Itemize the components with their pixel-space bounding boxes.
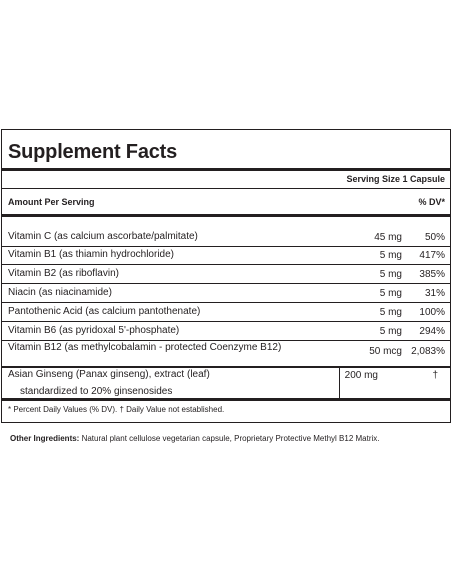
- nutrient-name: Vitamin B2 (as riboflavin): [8, 268, 119, 279]
- daily-value-footnote: * Percent Daily Values (% DV). † Daily V…: [8, 405, 225, 414]
- ginseng-standardization: standardized to 20% ginsenosides: [20, 386, 173, 397]
- footer-rule: [2, 398, 450, 401]
- nutrient-name: Vitamin B1 (as thiamin hydrochloride): [8, 249, 175, 260]
- header-rule: [2, 214, 450, 217]
- nutrient-dv: 2,083%: [411, 346, 445, 357]
- nutrient-amount: 5 mg: [379, 250, 402, 261]
- row-divider: [2, 340, 450, 341]
- nutrient-name: Vitamin B12 (as methylcobalamin - protec…: [8, 342, 282, 353]
- nutrient-dv: 385%: [419, 269, 445, 280]
- ginseng-dv: †: [432, 370, 438, 381]
- row-divider: [2, 321, 450, 322]
- nutrient-dv: 100%: [419, 307, 445, 318]
- serving-size: Serving Size 1 Capsule: [346, 174, 445, 184]
- title-rule: [2, 168, 450, 171]
- amount-per-serving-header: Amount Per Serving: [8, 197, 95, 207]
- supplement-facts-panel: Supplement Facts Serving Size 1 Capsule …: [1, 129, 451, 423]
- ginseng-amount: 200 mg: [344, 370, 378, 381]
- nutrient-amount: 5 mg: [379, 288, 402, 299]
- nutrient-name: Niacin (as niacinamide): [8, 287, 112, 298]
- row-divider: [2, 302, 450, 303]
- nutrient-dv: 31%: [424, 288, 445, 299]
- row-divider: [2, 283, 450, 284]
- nutrient-amount: 50 mcg: [369, 346, 402, 357]
- nutrient-name: Vitamin B6 (as pyridoxal 5'-phosphate): [8, 325, 180, 336]
- nutrient-name: Vitamin C (as calcium ascorbate/palmitat…: [8, 231, 198, 242]
- nutrient-dv: 417%: [419, 250, 445, 261]
- nutrient-amount: 5 mg: [379, 307, 402, 318]
- nutrient-name: Pantothenic Acid (as calcium pantothenat…: [8, 306, 201, 317]
- vitamin-section-rule: [2, 366, 450, 368]
- other-ingredients-text: Natural plant cellulose vegetarian capsu…: [79, 434, 380, 443]
- nutrient-amount: 45 mg: [374, 232, 402, 243]
- dv-header: % DV*: [418, 197, 445, 207]
- ginseng-name: Asian Ginseng (Panax ginseng), extract (…: [8, 369, 210, 380]
- nutrient-amount: 5 mg: [379, 269, 402, 280]
- row-divider: [2, 264, 450, 265]
- other-ingredients: Other Ingredients: Natural plant cellulo…: [10, 433, 446, 445]
- nutrient-dv: 50%: [424, 232, 445, 243]
- row-divider: [2, 246, 450, 247]
- nutrient-dv: 294%: [419, 326, 445, 337]
- other-ingredients-label: Other Ingredients:: [10, 434, 80, 443]
- amount-column-divider: [339, 366, 340, 398]
- nutrient-amount: 5 mg: [379, 326, 402, 337]
- panel-title: Supplement Facts: [8, 141, 178, 163]
- serving-rule: [2, 188, 450, 189]
